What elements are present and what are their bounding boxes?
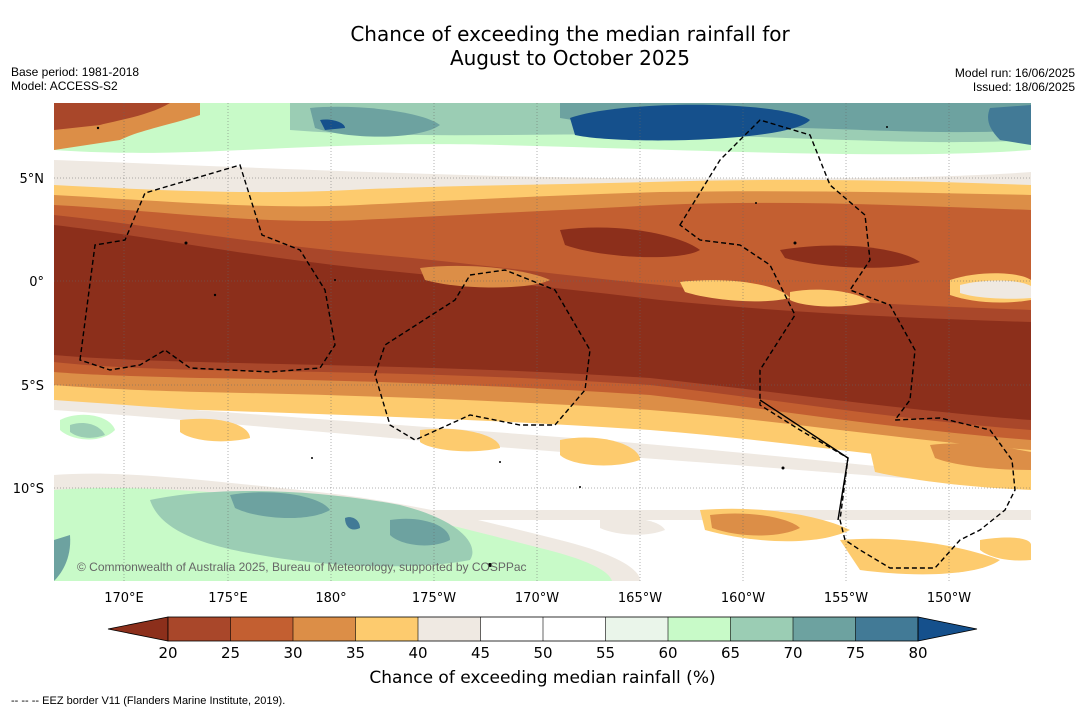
colorbar-tick: 50 <box>533 644 552 662</box>
lon-label: 175°W <box>412 591 456 606</box>
lon-label: 170°E <box>104 591 144 606</box>
colorbar-title: Chance of exceeding median rainfall (%) <box>369 668 716 688</box>
colorbar-swatch <box>418 617 481 641</box>
colorbar-swatch <box>730 617 793 641</box>
colorbar-swatch <box>855 617 918 641</box>
colorbar-tick: 45 <box>471 644 490 662</box>
lon-label: 180° <box>315 591 346 606</box>
colorbar-tick: 35 <box>346 644 365 662</box>
colorbar-tick: 80 <box>908 644 927 662</box>
colorbar-tick: 30 <box>283 644 302 662</box>
lon-label: 175°E <box>208 591 248 606</box>
issued-date: Issued: 18/06/2025 <box>972 80 1075 94</box>
colorbar-tick: 25 <box>221 644 240 662</box>
lon-label: 150°W <box>927 591 971 606</box>
title-line-2: August to October 2025 <box>449 46 691 70</box>
title-line-1: Chance of exceeding the median rainfall … <box>350 22 790 46</box>
colorbar-tick: 55 <box>596 644 615 662</box>
colorbar-swatch <box>168 617 231 641</box>
map-title: Chance of exceeding the median rainfall … <box>270 22 870 70</box>
lon-label: 160°W <box>721 591 765 606</box>
colorbar-tick: 65 <box>721 644 740 662</box>
lon-label: 155°W <box>824 591 868 606</box>
colorbar-swatch <box>793 617 856 641</box>
eez-solid-segment <box>759 399 849 521</box>
island-markers <box>96 126 888 567</box>
colorbar-swatch <box>355 617 418 641</box>
base-period: Base period: 1981-2018 <box>11 65 140 79</box>
lat-label: 5°N <box>20 172 45 187</box>
colorbar-arrow-low <box>107 616 169 642</box>
colorbar-swatch <box>230 617 293 641</box>
lon-label: 170°W <box>515 591 559 606</box>
colorbar-swatch <box>480 617 543 641</box>
colorbar-swatch <box>293 617 356 641</box>
colorbar-swatch <box>668 617 731 641</box>
lat-labels: 5°N 0° 5°S 10°S <box>13 172 44 497</box>
colorbar-arrow-high <box>917 616 978 642</box>
colorbar-tick: 20 <box>158 644 177 662</box>
map-field <box>54 103 1031 581</box>
colorbar-tick: 40 <box>408 644 427 662</box>
colorbar-tick: 70 <box>783 644 802 662</box>
lat-label: 0° <box>29 275 44 290</box>
colorbar: 20 25 30 35 40 45 50 55 60 65 70 75 80 <box>107 616 978 662</box>
lon-labels: 170°E 175°E 180° 175°W 170°W 165°W 160°W… <box>104 591 971 606</box>
colorbar-swatch <box>605 617 668 641</box>
meta-right: Model run: 16/06/2025 Issued: 18/06/2025 <box>955 66 1075 94</box>
grid-lines <box>54 103 1031 581</box>
colorbar-tick: 75 <box>846 644 865 662</box>
meta-left: Base period: 1981-2018 Model: ACCESS-S2 <box>11 65 139 93</box>
model-name: Model: ACCESS-S2 <box>11 79 118 93</box>
colorbar-tick: 60 <box>658 644 677 662</box>
eez-borders <box>79 119 1016 569</box>
model-run: Model run: 16/06/2025 <box>954 66 1075 80</box>
copyright-text: © Commonwealth of Australia 2025, Bureau… <box>77 560 527 574</box>
lat-label: 10°S <box>13 482 44 497</box>
lat-label: 5°S <box>21 379 44 394</box>
lon-label: 165°W <box>618 591 662 606</box>
eez-footnote: -- -- -- EEZ border V11 (Flanders Marine… <box>11 695 286 707</box>
colorbar-swatch <box>543 617 606 641</box>
